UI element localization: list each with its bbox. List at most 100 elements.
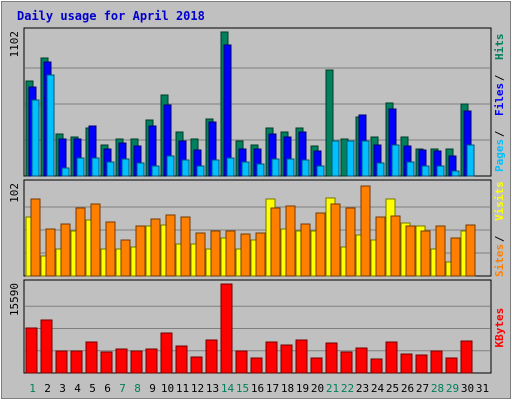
axis-max-label-middle: 102	[8, 183, 21, 203]
bar-sites-day-30	[465, 224, 476, 277]
bar-pages-day-9	[151, 165, 160, 177]
series-pages	[31, 74, 475, 177]
bar-pages-day-2	[46, 74, 55, 177]
day-label-14: 14	[221, 382, 235, 395]
bar-kbytes-day-3	[55, 350, 68, 374]
bar-pages-day-3	[61, 167, 70, 177]
panel-bottom: 15590 KBytes	[8, 279, 506, 374]
legend-middle: Sites / Visits	[493, 181, 506, 277]
bar-pages-day-16	[256, 163, 265, 177]
bar-kbytes-day-18	[280, 344, 293, 374]
bar-kbytes-day-13	[205, 339, 218, 374]
bar-kbytes-day-27	[415, 354, 428, 374]
bar-kbytes-day-11	[175, 345, 188, 374]
bar-kbytes-day-12	[190, 356, 203, 374]
axis-max-label-top: 1102	[8, 31, 21, 58]
legend-separator: /	[493, 130, 506, 137]
bar-pages-day-28	[436, 165, 445, 177]
bar-sites-day-15	[240, 233, 251, 277]
bar-sites-day-14	[225, 230, 236, 277]
bar-kbytes-day-6	[100, 351, 113, 374]
day-label-20: 20	[311, 382, 324, 395]
legend-separator: /	[493, 74, 506, 81]
bar-sites-day-11	[180, 216, 191, 277]
day-label-21: 21	[326, 382, 339, 395]
bar-pages-day-11	[181, 159, 190, 177]
bar-sites-day-6	[105, 221, 116, 277]
bar-sites-day-1	[30, 198, 41, 277]
day-label-11: 11	[176, 382, 189, 395]
bar-kbytes-day-7	[115, 348, 128, 374]
day-label-2: 2	[44, 382, 51, 395]
bar-kbytes-day-23	[355, 347, 368, 374]
day-label-6: 6	[104, 382, 111, 395]
bar-kbytes-day-2	[40, 319, 53, 374]
bar-hits-day-21	[325, 69, 334, 177]
bar-sites-day-8	[135, 225, 146, 277]
bar-sites-day-20	[315, 212, 326, 277]
bar-sites-day-9	[150, 218, 161, 277]
series-kbytes	[25, 283, 473, 374]
bar-sites-day-28	[435, 225, 446, 277]
day-label-9: 9	[149, 382, 156, 395]
bar-pages-day-24	[376, 162, 385, 177]
bar-kbytes-day-9	[145, 348, 158, 374]
day-label-1: 1	[29, 382, 36, 395]
day-label-8: 8	[134, 382, 141, 395]
chart-panels: 1102 Pages / Files / Hits 102 Sites / Visit…	[8, 27, 506, 374]
bar-pages-day-22	[346, 140, 355, 177]
bar-kbytes-day-22	[340, 351, 353, 374]
day-label-17: 17	[266, 382, 279, 395]
day-label-29: 29	[446, 382, 459, 395]
day-label-16: 16	[251, 382, 264, 395]
day-label-27: 27	[416, 382, 429, 395]
series-sites	[30, 185, 476, 277]
bar-kbytes-day-19	[295, 339, 308, 374]
day-label-26: 26	[401, 382, 414, 395]
bar-pages-day-8	[136, 162, 145, 177]
bar-pages-day-20	[316, 165, 325, 177]
bar-sites-day-4	[75, 207, 86, 277]
bar-kbytes-day-4	[70, 350, 83, 374]
bar-pages-day-4	[76, 157, 85, 177]
bar-kbytes-day-30	[460, 340, 473, 374]
bar-pages-day-19	[301, 159, 310, 177]
bar-pages-day-18	[286, 158, 295, 177]
day-axis: 1 2 3 4 5 6 7 8 9 10 11 12 13 14 15 16 17 18 19 20 21 22 23 24 2…	[29, 382, 489, 395]
bar-sites-day-5	[90, 203, 101, 277]
day-label-28: 28	[431, 382, 444, 395]
bar-sites-day-17	[270, 207, 281, 277]
bar-pages-day-12	[196, 165, 205, 177]
day-label-25: 25	[386, 382, 399, 395]
bar-sites-day-25	[390, 215, 401, 277]
bar-kbytes-day-10	[160, 332, 173, 374]
bar-kbytes-day-16	[250, 357, 263, 374]
bar-sites-day-22	[345, 207, 356, 277]
bar-pages-day-15	[241, 161, 250, 177]
chart-title: Daily usage for April 2018	[17, 9, 205, 23]
day-label-7: 7	[119, 382, 126, 395]
frame-outer-shadow	[1, 1, 511, 399]
legend-files: Files	[493, 83, 506, 116]
bar-sites-day-26	[405, 225, 416, 277]
day-label-12: 12	[191, 382, 204, 395]
bar-kbytes-day-1	[25, 327, 38, 374]
axis-max-label-bottom: 15590	[8, 283, 21, 316]
bar-sites-day-29	[450, 237, 461, 277]
bar-sites-day-19	[300, 223, 311, 277]
legend-bottom: KBytes	[493, 308, 506, 348]
bar-pages-day-14	[226, 157, 235, 177]
day-label-15: 15	[236, 382, 249, 395]
bar-pages-day-23	[361, 140, 370, 177]
bar-sites-day-13	[210, 230, 221, 277]
bar-pages-day-7	[121, 158, 130, 177]
bar-pages-day-21	[331, 140, 340, 177]
day-label-22: 22	[341, 382, 354, 395]
bar-kbytes-day-20	[310, 357, 323, 374]
bar-kbytes-day-29	[445, 357, 458, 374]
bar-kbytes-day-21	[325, 342, 338, 374]
legend-visits: Visits	[493, 181, 506, 221]
legend-kbytes: KBytes	[493, 308, 506, 348]
